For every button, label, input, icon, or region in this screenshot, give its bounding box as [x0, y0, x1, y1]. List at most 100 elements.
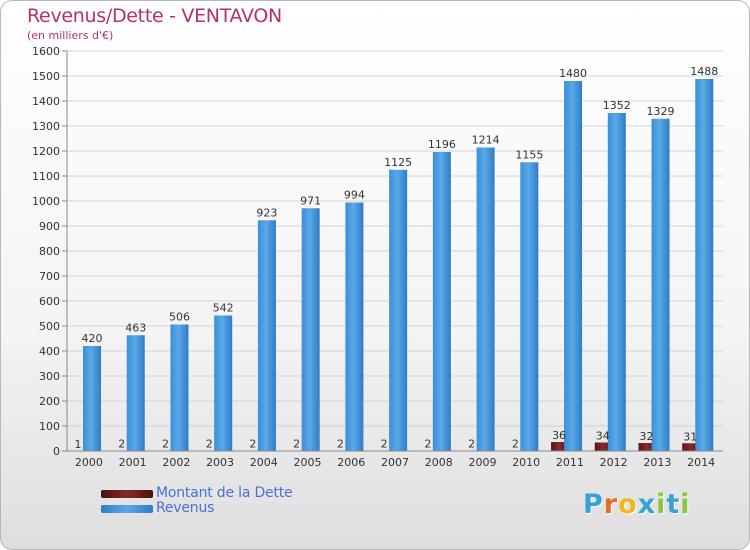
legend-swatch-dette	[101, 490, 153, 498]
y-tick-label: 1300	[32, 120, 60, 133]
data-label-dette: 2	[337, 438, 344, 451]
x-tick-label: 2004	[250, 456, 278, 469]
y-tick-label: 300	[39, 370, 60, 383]
bar-revenus	[695, 79, 714, 451]
y-tick-label: 700	[39, 270, 60, 283]
x-axis: 2000 2001 2002 2003 2004 2005 2006 2007 2008 2009…	[67, 450, 723, 469]
x-tick-label: 2002	[162, 456, 190, 469]
x-tick-label: 2008	[425, 456, 453, 469]
bar-revenus	[170, 324, 189, 451]
x-tick-label: 2010	[512, 456, 540, 469]
logo-letter: t	[666, 489, 681, 520]
x-tick-label: 2003	[206, 456, 234, 469]
x-tick-label: 2000	[75, 456, 103, 469]
data-label-revenus: 1125	[384, 156, 412, 169]
y-tick-label: 1400	[32, 95, 60, 108]
x-tick-label: 2014	[687, 456, 715, 469]
y-tick-label: 800	[39, 245, 60, 258]
bar-revenus	[126, 335, 145, 451]
bar-revenus	[301, 208, 320, 451]
bar-revenus	[345, 202, 364, 451]
bar-revenus	[432, 152, 451, 451]
data-label-dette: 1	[75, 438, 82, 451]
data-label-revenus: 542	[213, 302, 234, 315]
y-tick-label: 500	[39, 320, 60, 333]
logo-letter: P	[583, 489, 604, 520]
x-tick-label: 2009	[468, 456, 496, 469]
bar-revenus	[214, 315, 233, 451]
bar-dette	[594, 442, 613, 451]
bar-revenus	[651, 118, 670, 451]
data-label-dette: 2	[468, 438, 475, 451]
data-label-dette: 36	[552, 429, 566, 442]
y-tick-label: 1100	[32, 170, 60, 183]
data-label-revenus: 1329	[647, 105, 675, 118]
data-label-revenus: 994	[344, 189, 365, 202]
bar-dette	[682, 443, 701, 451]
logo-letter: i	[680, 489, 691, 520]
bar-revenus	[257, 220, 276, 451]
bar-dette	[638, 443, 657, 451]
x-tick-label: 2001	[119, 456, 147, 469]
bar-dette	[551, 442, 570, 451]
y-tick-label: 900	[39, 220, 60, 233]
x-tick-label: 2005	[294, 456, 322, 469]
logo-letter: o	[618, 489, 638, 520]
data-label-dette: 2	[293, 438, 300, 451]
data-label-dette: 2	[118, 438, 125, 451]
x-tick-label: 2012	[600, 456, 628, 469]
y-tick-label: 1200	[32, 145, 60, 158]
proxiti-logo: Proxiti	[583, 489, 691, 520]
y-tick-label: 400	[39, 345, 60, 358]
logo-letter: i	[656, 489, 667, 520]
logo-letter: r	[603, 489, 619, 520]
data-label-dette: 34	[596, 430, 610, 443]
legend-swatch-revenus	[101, 505, 153, 513]
bar-revenus	[476, 147, 495, 451]
bar-revenus	[564, 81, 583, 451]
data-label-dette: 2	[162, 438, 169, 451]
data-label-revenus: 1488	[690, 65, 718, 78]
x-tick-label: 2011	[556, 456, 584, 469]
data-label-revenus: 420	[82, 332, 103, 345]
chart-title: Revenus/Dette - VENTAVON	[27, 5, 282, 27]
y-tick-label: 600	[39, 295, 60, 308]
data-label-revenus: 1480	[559, 67, 587, 80]
data-label-revenus: 506	[169, 311, 190, 324]
y-tick-label: 100	[39, 420, 60, 433]
data-label-dette: 2	[512, 438, 519, 451]
y-tick-label: 200	[39, 395, 60, 408]
data-label-revenus: 1155	[515, 148, 543, 161]
y-tick-label: 1600	[32, 45, 60, 58]
data-label-dette: 2	[424, 438, 431, 451]
legend-label-revenus: Revenus	[156, 500, 215, 516]
bar-revenus	[520, 162, 539, 451]
data-label-dette: 2	[249, 438, 256, 451]
y-tick-label: 1500	[32, 70, 60, 83]
data-label-revenus: 971	[300, 194, 321, 207]
y-axis: 0 100 200 300 400 500 600 700 800 900 1000 1100 1200…	[32, 45, 68, 458]
x-tick-label: 2013	[643, 456, 671, 469]
bars-layer	[70, 79, 714, 452]
data-label-revenus: 923	[256, 206, 277, 219]
chart-subtitle: (en milliers d'€)	[27, 29, 114, 42]
x-tick-label: 2006	[337, 456, 365, 469]
bar-revenus	[83, 346, 101, 451]
x-tick-label: 2007	[381, 456, 409, 469]
bar-revenus	[389, 169, 408, 451]
data-label-dette: 2	[381, 438, 388, 451]
y-tick-label: 1000	[32, 195, 60, 208]
data-labels-layer: 1 420 2 463 2 506 2 542 2 923 2 971 2 994 2 1125 2 1196 2 1…	[75, 65, 719, 451]
data-label-dette: 31	[683, 430, 697, 443]
bar-revenus	[607, 113, 626, 451]
data-label-revenus: 1352	[603, 99, 631, 112]
data-label-dette: 32	[640, 430, 654, 443]
data-label-revenus: 1196	[428, 138, 456, 151]
logo-letter: x	[637, 489, 657, 520]
data-label-revenus: 1214	[472, 134, 500, 147]
legend-label-dette: Montant de la Dette	[156, 485, 293, 501]
data-label-dette: 2	[206, 438, 213, 451]
data-label-revenus: 463	[125, 321, 146, 334]
